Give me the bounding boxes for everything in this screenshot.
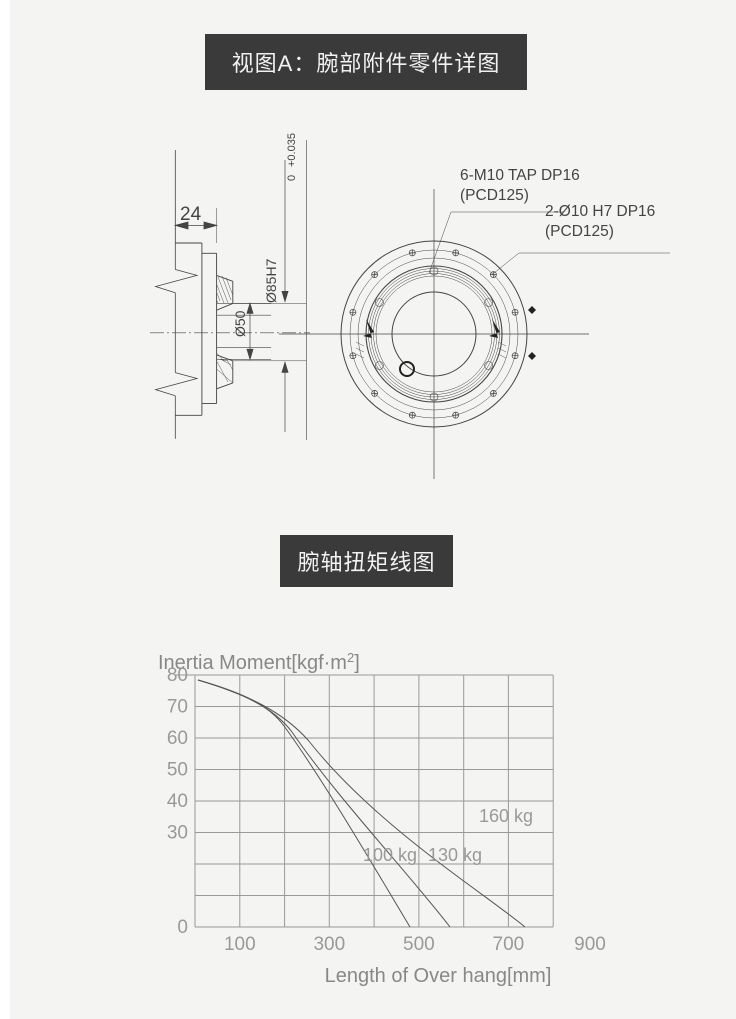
svg-text:(PCD125): (PCD125) [545, 223, 614, 240]
svg-text:(PCD125): (PCD125) [460, 187, 529, 204]
svg-text:40: 40 [167, 791, 188, 812]
svg-text:50: 50 [167, 760, 188, 781]
svg-text:130 kg: 130 kg [428, 845, 482, 865]
svg-text:500: 500 [403, 934, 435, 955]
svg-text:700: 700 [493, 934, 525, 955]
svg-text:Ø50: Ø50 [232, 310, 248, 337]
svg-text:80: 80 [167, 665, 188, 686]
svg-text:100: 100 [224, 934, 256, 955]
svg-text:2-Ø10 H7 DP16: 2-Ø10 H7 DP16 [545, 203, 655, 220]
svg-text:160 kg: 160 kg [479, 806, 533, 826]
svg-text:6-M10 TAP DP16: 6-M10 TAP DP16 [460, 167, 580, 184]
svg-text:100 kg: 100 kg [363, 845, 417, 865]
svg-text:Length of Over hang[mm]: Length of Over hang[mm] [325, 965, 552, 987]
svg-text:0: 0 [177, 917, 188, 938]
svg-text:0: 0 [286, 175, 298, 181]
svg-text:+0.035: +0.035 [286, 133, 298, 167]
svg-text:Ø85H7: Ø85H7 [263, 258, 279, 303]
svg-text:70: 70 [167, 697, 188, 718]
svg-text:60: 60 [167, 728, 188, 749]
svg-text:Inertia Moment[kgf·m2]: Inertia Moment[kgf·m2] [158, 650, 360, 674]
svg-text:24: 24 [180, 204, 202, 225]
svg-text:300: 300 [313, 934, 345, 955]
svg-text:30: 30 [167, 823, 188, 844]
svg-text:900: 900 [574, 934, 606, 955]
